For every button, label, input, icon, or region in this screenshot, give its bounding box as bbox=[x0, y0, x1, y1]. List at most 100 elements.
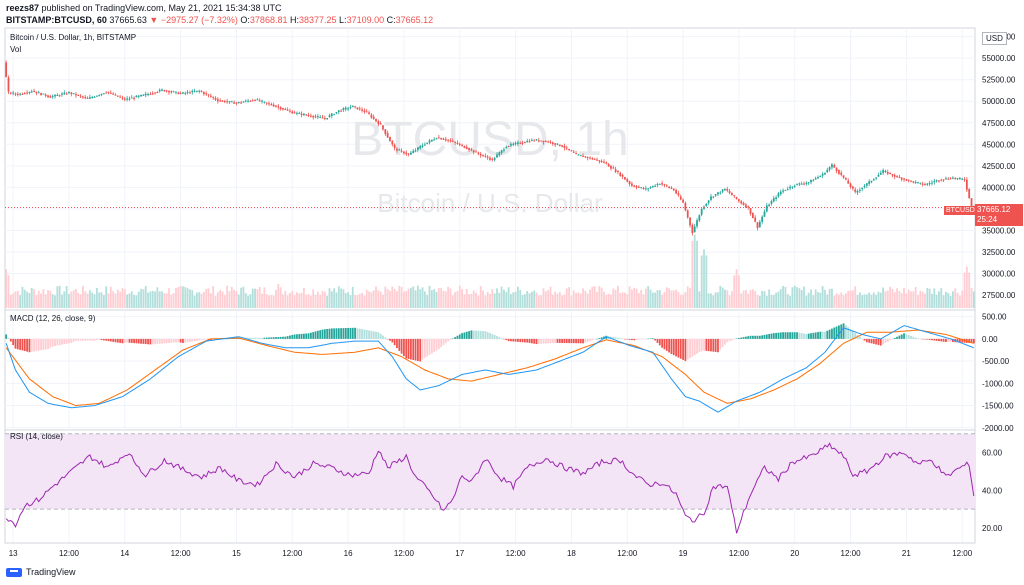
volume-bar bbox=[972, 291, 975, 308]
candle-body bbox=[9, 92, 12, 94]
x-tick-label: 12:00 bbox=[59, 549, 80, 558]
macd-histogram-bar bbox=[147, 338, 149, 345]
macd-histogram-bar bbox=[914, 337, 917, 339]
macd-histogram-bar bbox=[328, 328, 331, 339]
volume-bar bbox=[891, 288, 894, 308]
volume-bar bbox=[216, 292, 219, 308]
candle-body bbox=[421, 145, 424, 147]
volume-bar bbox=[35, 295, 38, 308]
candle-body bbox=[610, 165, 612, 169]
macd-histogram-bar bbox=[168, 338, 170, 343]
macd-histogram-bar bbox=[354, 327, 356, 339]
volume-bar bbox=[268, 295, 270, 308]
macd-histogram-bar bbox=[84, 338, 87, 341]
price-axis-label: 42500.00 bbox=[982, 162, 1016, 171]
macd-histogram-bar bbox=[786, 332, 789, 339]
volume-bar bbox=[42, 288, 45, 308]
candle-body bbox=[863, 185, 866, 188]
volume-bar bbox=[607, 293, 610, 308]
candle-body bbox=[779, 191, 782, 195]
candle-body bbox=[612, 167, 615, 169]
volume-label: Vol bbox=[10, 45, 22, 54]
volume-bar bbox=[472, 290, 475, 308]
macd-histogram-bar bbox=[940, 338, 943, 342]
footer-brand[interactable]: TradingView bbox=[6, 567, 76, 577]
volume-bar bbox=[907, 289, 910, 308]
candle-body bbox=[865, 183, 868, 186]
candle-body bbox=[28, 92, 31, 94]
macd-histogram-bar bbox=[426, 338, 429, 357]
macd-histogram-bar bbox=[528, 338, 531, 343]
macd-histogram-bar bbox=[547, 338, 550, 344]
candle-body bbox=[793, 185, 796, 187]
candle-body bbox=[19, 93, 22, 95]
candle-body bbox=[668, 186, 671, 188]
volume-bar bbox=[938, 291, 940, 308]
candle-body bbox=[744, 204, 747, 208]
volume-bar bbox=[414, 290, 417, 308]
candle-body bbox=[26, 92, 28, 94]
macd-histogram-bar bbox=[365, 330, 368, 339]
macd-histogram-bar bbox=[200, 338, 203, 340]
candle-body bbox=[896, 176, 898, 178]
macd-histogram-bar bbox=[907, 335, 910, 339]
volume-bar bbox=[754, 290, 757, 308]
volume-bar bbox=[265, 294, 268, 308]
macd-histogram-bar bbox=[454, 337, 457, 339]
macd-histogram-bar bbox=[51, 338, 54, 347]
candle-body bbox=[63, 92, 66, 95]
candle-body bbox=[70, 92, 73, 94]
candle-body bbox=[737, 199, 740, 202]
price-axis-label: 52500.00 bbox=[982, 76, 1016, 85]
macd-histogram-bar bbox=[507, 338, 510, 342]
macd-histogram-bar bbox=[477, 330, 480, 339]
candle-body bbox=[912, 181, 915, 183]
macd-histogram-bar bbox=[952, 338, 954, 342]
volume-bar bbox=[298, 293, 301, 308]
candle-body bbox=[642, 187, 645, 189]
close-label: C: bbox=[386, 15, 396, 25]
macd-histogram-bar bbox=[884, 338, 887, 343]
price-axis-label: 50000.00 bbox=[982, 97, 1016, 106]
volume-bar bbox=[744, 290, 747, 308]
volume-bar bbox=[277, 283, 280, 308]
macd-histogram-bar bbox=[256, 337, 259, 339]
macd-histogram-bar bbox=[265, 337, 268, 339]
candle-body bbox=[275, 105, 277, 107]
candle-body bbox=[284, 108, 287, 110]
volume-bar bbox=[598, 286, 601, 308]
candle-body bbox=[296, 112, 298, 114]
volume-bar bbox=[654, 292, 657, 308]
macd-histogram-bar bbox=[644, 338, 647, 340]
volume-bar bbox=[926, 287, 929, 308]
username[interactable]: reezs87 bbox=[6, 3, 40, 13]
candle-body bbox=[47, 95, 49, 97]
candle-body bbox=[542, 140, 545, 143]
volume-bar bbox=[126, 294, 129, 308]
candle-body bbox=[372, 116, 375, 119]
macd-histogram-bar bbox=[82, 338, 84, 341]
macd-histogram-bar bbox=[510, 338, 512, 342]
macd-histogram-bar bbox=[368, 330, 370, 339]
candle-body bbox=[254, 99, 256, 101]
candle-body bbox=[172, 91, 175, 93]
volume-bar bbox=[177, 287, 180, 308]
candle-body bbox=[412, 150, 415, 154]
candle-body bbox=[935, 180, 938, 182]
volume-bar bbox=[237, 294, 240, 308]
volume-bar bbox=[9, 294, 12, 308]
currency-label[interactable]: USD bbox=[982, 32, 1007, 45]
candle-body bbox=[596, 159, 598, 161]
macd-histogram-bar bbox=[870, 338, 873, 344]
macd-histogram-bar bbox=[491, 334, 494, 339]
candle-body bbox=[831, 164, 833, 168]
volume-bar bbox=[137, 291, 140, 308]
macd-histogram-bar bbox=[489, 333, 491, 339]
candle-body bbox=[356, 107, 359, 110]
volume-bar bbox=[535, 292, 538, 308]
volume-bar bbox=[323, 291, 326, 308]
macd-histogram-bar bbox=[972, 338, 975, 344]
candle-body bbox=[177, 92, 180, 94]
macd-histogram-bar bbox=[863, 338, 866, 341]
